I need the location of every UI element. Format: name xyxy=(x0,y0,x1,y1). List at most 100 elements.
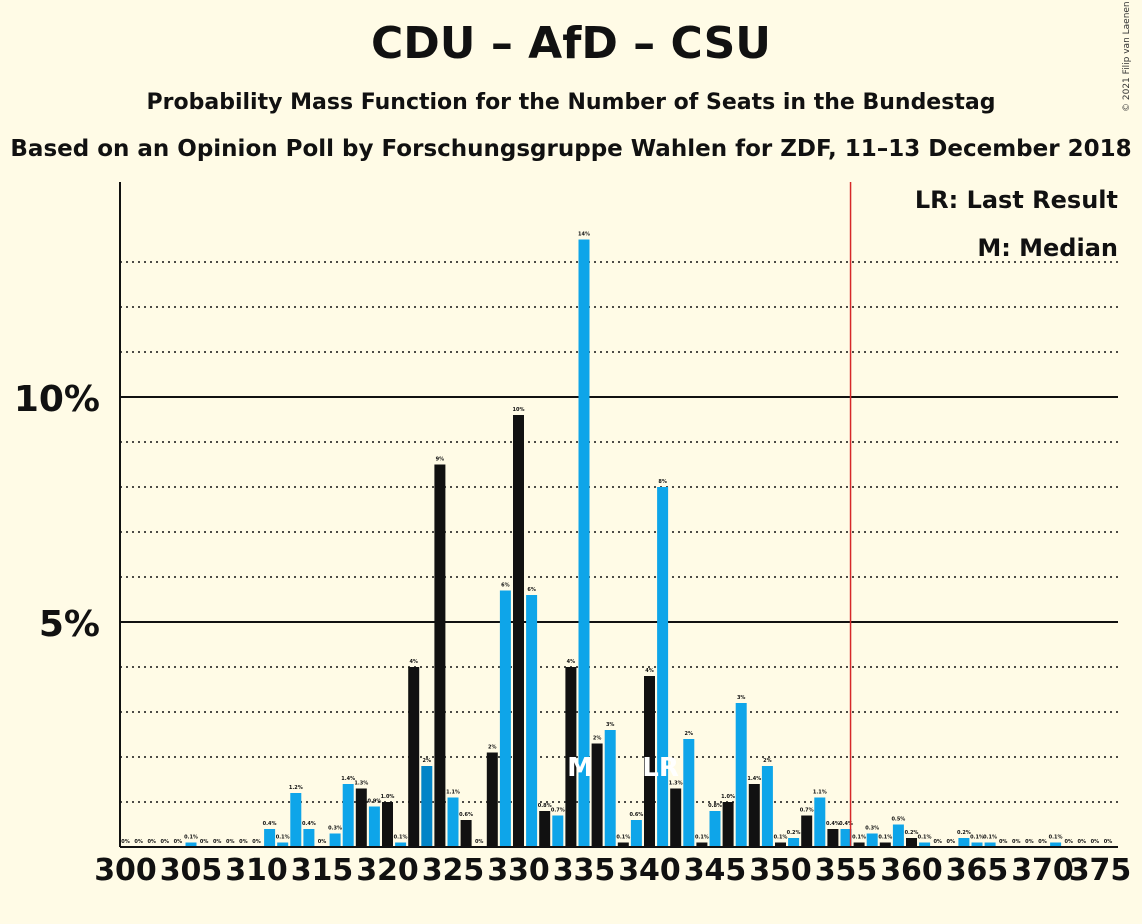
bar-seat-359 xyxy=(892,824,904,847)
bar-seat-305 xyxy=(185,842,197,847)
bar-seat-338 xyxy=(617,842,629,847)
bar-label-325: 1.1% xyxy=(446,790,460,796)
bar-seat-354 xyxy=(827,829,839,847)
x-tick-310: 310 xyxy=(225,853,288,888)
bar-label-370: 0% xyxy=(1038,839,1047,845)
bar-label-322: 4% xyxy=(409,659,418,665)
bar-series xyxy=(185,239,1062,847)
bar-label-339: 0.6% xyxy=(629,812,643,818)
bar-seat-339 xyxy=(630,820,642,847)
bar-seat-336 xyxy=(591,743,603,847)
bar-label-369: 0% xyxy=(1025,839,1034,845)
chart-title: CDU – AfD – CSU xyxy=(370,18,772,69)
bar-seat-343 xyxy=(683,739,695,847)
bar-seat-364 xyxy=(958,838,970,847)
bar-seat-330 xyxy=(513,415,524,847)
bar-label-371: 0.1% xyxy=(1049,835,1063,841)
bar-seat-312 xyxy=(277,842,289,847)
x-tick-365: 365 xyxy=(946,853,1009,888)
bar-label-352: 0.7% xyxy=(800,808,814,814)
bar-label-326: 0.6% xyxy=(459,812,473,818)
bar-label-375: 0% xyxy=(1104,839,1113,845)
bar-seat-345 xyxy=(709,811,721,847)
bar-label-320: 1.0% xyxy=(381,794,395,800)
bar-seat-317 xyxy=(342,784,354,847)
y-tick-5: 5% xyxy=(39,604,100,645)
bar-label-329: 6% xyxy=(501,583,510,589)
bar-seat-358 xyxy=(879,842,891,847)
x-tick-350: 350 xyxy=(749,853,812,888)
bar-label-349: 2% xyxy=(763,758,772,764)
bar-label-315: 0% xyxy=(318,839,327,845)
bar-label-300: 0% xyxy=(121,839,130,845)
x-tick-330: 330 xyxy=(487,853,550,888)
bar-label-309: 0% xyxy=(239,839,248,845)
bar-label-354: 0.4% xyxy=(826,821,840,827)
x-tick-320: 320 xyxy=(356,853,419,888)
bar-label-357: 0.3% xyxy=(865,826,879,832)
bar-label-336: 2% xyxy=(593,736,602,742)
bar-label-374: 0% xyxy=(1091,839,1100,845)
bar-label-364: 0.2% xyxy=(957,830,971,836)
bar-label-333: 0.7% xyxy=(551,808,565,814)
x-tick-360: 360 xyxy=(880,853,943,888)
marker-lr: LR xyxy=(642,753,679,783)
bar-label-303: 0% xyxy=(161,839,170,845)
bar-label-350: 0.1% xyxy=(774,835,788,841)
bar-label-318: 1.3% xyxy=(354,781,368,787)
bar-label-305: 0.1% xyxy=(184,835,198,841)
y-tick-labels: 5% 10% xyxy=(14,379,100,645)
bar-label-313: 1.2% xyxy=(289,785,303,791)
bar-seat-350 xyxy=(775,842,786,847)
bar-seat-366 xyxy=(984,842,996,847)
x-tick-labels: 300 305 310 315 320 325 330 335 340 345 350 355 360 3… xyxy=(94,853,1131,888)
x-tick-370: 370 xyxy=(1011,853,1074,888)
x-tick-355: 355 xyxy=(815,853,878,888)
marker-m: M xyxy=(567,753,593,783)
bar-label-319: 0.9% xyxy=(367,799,381,805)
bar-label-366: 0.1% xyxy=(983,835,997,841)
bar-seat-335 xyxy=(578,239,590,847)
bar-label-372: 0% xyxy=(1064,839,1073,845)
bar-seat-342 xyxy=(670,788,682,847)
bar-label-362: 0% xyxy=(933,839,942,845)
bar-seat-337 xyxy=(604,730,616,847)
bar-seat-356 xyxy=(853,842,865,847)
x-tick-315: 315 xyxy=(291,853,354,888)
bar-seat-334 xyxy=(565,667,577,847)
bar-label-308: 0% xyxy=(226,839,235,845)
bar-seat-353 xyxy=(814,797,826,847)
bar-label-340: 4% xyxy=(645,668,654,674)
bar-label-342: 1.3% xyxy=(669,781,683,787)
bar-seat-333 xyxy=(552,815,564,847)
bar-seat-313 xyxy=(290,793,302,847)
grid-lines xyxy=(120,261,1118,803)
bar-label-367: 0% xyxy=(999,839,1008,845)
chart-subtitle: Probability Mass Function for the Number… xyxy=(146,90,996,115)
x-tick-305: 305 xyxy=(160,853,223,888)
bar-seat-322 xyxy=(408,667,420,847)
bar-label-351: 0.2% xyxy=(787,830,801,836)
bar-labels: 0% 0% 0% 0% 0%0.1%0% 0% 0% 0% 0%0.4%0.1%1.2%0.4%… xyxy=(121,232,1112,846)
bar-label-301: 0% xyxy=(134,839,143,845)
bar-label-355: 0.4% xyxy=(839,821,853,827)
bar-seat-326 xyxy=(460,820,472,847)
bar-label-346: 1.0% xyxy=(721,794,735,800)
bar-seat-344 xyxy=(696,842,708,847)
bar-seat-361 xyxy=(919,842,931,847)
bar-label-316: 0.3% xyxy=(328,826,342,832)
bar-label-337: 3% xyxy=(606,722,615,728)
bar-label-327: 0% xyxy=(475,839,484,845)
bar-seat-325 xyxy=(447,797,459,847)
bar-seat-323 xyxy=(421,766,433,847)
x-tick-375: 375 xyxy=(1069,853,1132,888)
bar-label-334: 4% xyxy=(567,659,576,665)
axes xyxy=(119,182,1118,848)
bar-label-373: 0% xyxy=(1078,839,1087,845)
x-tick-325: 325 xyxy=(422,853,485,888)
bar-seat-321 xyxy=(395,842,407,847)
bar-label-306: 0% xyxy=(200,839,209,845)
bar-label-328: 2% xyxy=(488,745,497,751)
bar-seat-319 xyxy=(368,806,380,847)
